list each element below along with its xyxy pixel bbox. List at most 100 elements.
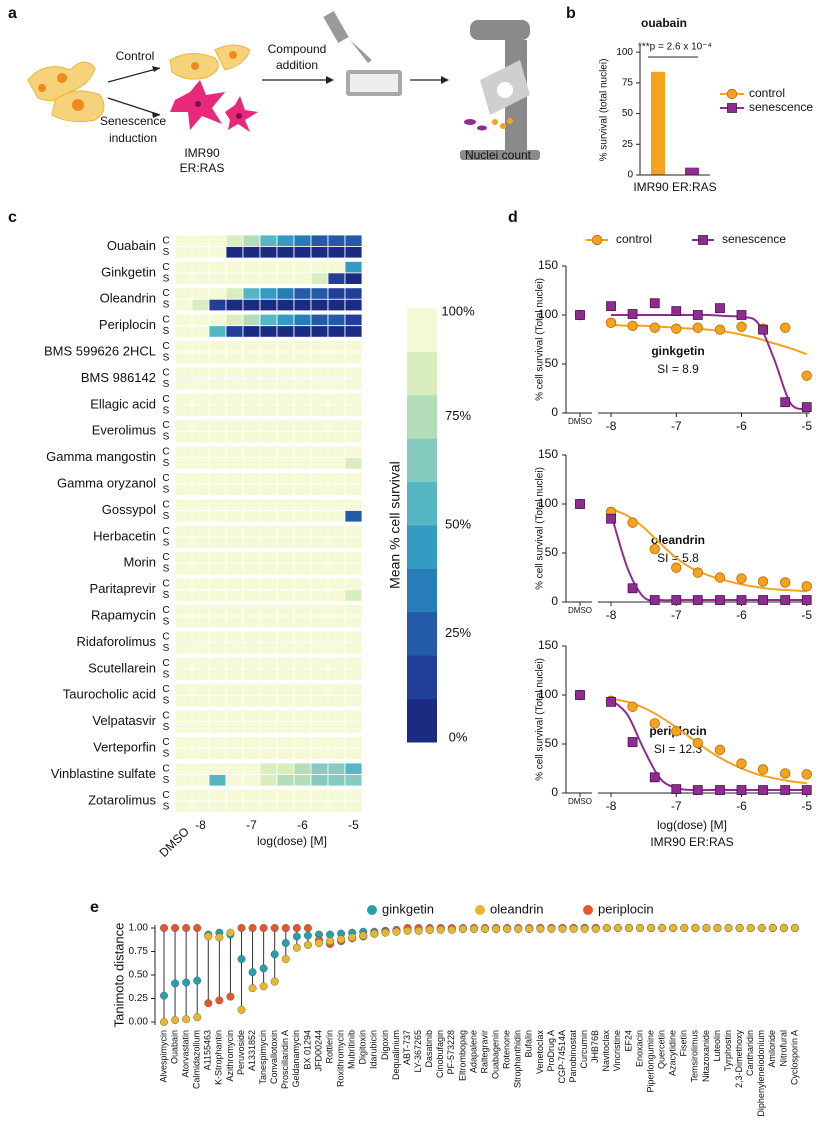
heatmap-cell [242, 457, 261, 470]
data-point [671, 784, 682, 794]
heatmap-cell [344, 683, 363, 696]
heatmap-cell [259, 445, 278, 459]
heatmap-cell [276, 551, 295, 564]
heatmap-cell [208, 615, 227, 628]
lollipop-dot [281, 939, 290, 948]
colorbar-tick-label: 75% [445, 408, 471, 423]
heatmap-cell [208, 657, 227, 670]
heatmap-cell [242, 694, 261, 708]
heatmap-cell [208, 577, 227, 591]
row-label: BMS 599626 2HCL [44, 344, 156, 359]
lollipop-dot [691, 924, 700, 933]
heatmap-cell [327, 272, 346, 285]
heatmap-cell [310, 604, 329, 617]
x-tick-label: A1155463 [203, 1030, 213, 1070]
heatmap-cell [259, 510, 278, 523]
data-point [627, 737, 638, 747]
heatmap-cell [225, 642, 244, 655]
heatmap-cell [191, 747, 210, 760]
heatmap-cell [293, 313, 312, 327]
lollipop-dot [348, 933, 357, 942]
heatmap-cell [174, 445, 193, 459]
heatmap-cell [310, 234, 329, 247]
heatmap-cell [344, 340, 363, 353]
heatmap-cell [191, 536, 210, 549]
heatmap-cell [191, 445, 210, 459]
heatmap-cell [242, 562, 261, 576]
legend-marker [591, 234, 603, 246]
heatmap-cell [327, 419, 346, 432]
lollipop-dot [779, 924, 788, 933]
data-point [801, 595, 812, 605]
fit-curve [610, 697, 807, 785]
heatmap-cell [327, 642, 346, 655]
condition-label: C [162, 447, 169, 458]
fit-curve [610, 323, 808, 356]
x-tick-label: Enoxacin [634, 1030, 644, 1067]
row-label: Ellagic acid [90, 396, 156, 411]
heatmap-cell [276, 351, 295, 365]
heatmap-cell [310, 736, 329, 749]
schematic-label: addition [276, 58, 318, 72]
heatmap-cell [208, 483, 227, 497]
data-point [780, 577, 791, 588]
y-tick-label: 25 [622, 139, 634, 150]
row-label: Gamma mangostin [46, 449, 156, 464]
heatmap-cell [191, 472, 210, 485]
data-point [649, 595, 660, 605]
fit-curve [611, 313, 808, 411]
heatmap-cell [310, 325, 329, 338]
heatmap-cell [208, 721, 227, 734]
condition-label: C [162, 288, 169, 299]
heatmap-cell [344, 325, 363, 338]
x-tick-label: -7 [246, 818, 257, 832]
condition-label: S [163, 801, 170, 812]
heatmap-cell [327, 246, 346, 259]
heatmap-cell [259, 340, 278, 353]
heatmap-cell [293, 709, 312, 723]
heatmap-cell [327, 472, 346, 485]
condition-label: C [162, 684, 169, 695]
data-point [757, 764, 769, 775]
heatmap-cell [310, 800, 329, 813]
colorbar-bin [407, 308, 437, 352]
heatmap-cell [259, 789, 278, 802]
heatmap-cell [259, 668, 278, 681]
heatmap-cell [242, 577, 261, 591]
heatmap-cell [276, 642, 295, 655]
condition-label: C [162, 658, 169, 669]
heatmap-cell [225, 366, 244, 379]
x-tick-label: -5 [348, 818, 359, 832]
x-tick-label: EF24 [623, 1030, 633, 1052]
heatmap-cell [293, 498, 312, 511]
heatmap-cell [174, 709, 193, 723]
lollipop-dot [226, 992, 235, 1001]
heatmap-cell [344, 351, 363, 365]
heatmap-cell [174, 721, 193, 734]
data-point [715, 785, 725, 795]
heatmap-cell [344, 551, 363, 564]
heatmap-cell [242, 272, 261, 285]
lollipop-dot [547, 924, 556, 933]
heatmap-cell [208, 392, 227, 406]
heatmap-cell [310, 340, 329, 353]
data-point [606, 513, 616, 524]
lollipop-dot [171, 924, 180, 933]
x-tick-label: -5 [801, 799, 812, 813]
heatmap-cell [327, 234, 346, 247]
heatmap-cell [208, 351, 227, 365]
heatmap-cell [293, 298, 312, 312]
heatmap-cell [259, 604, 278, 617]
data-point [649, 298, 660, 309]
annotation: ***p = 2.6 x 10⁻⁴ [638, 42, 712, 53]
lollipop-dot [503, 924, 512, 933]
heatmap-cell [276, 457, 295, 470]
heatmap-cell [242, 351, 261, 365]
data-point [780, 595, 791, 605]
y-tick-label: 1.00 [129, 923, 149, 934]
heatmap-cell [327, 589, 346, 602]
heatmap-cell [276, 762, 295, 775]
x-tick-label: -7 [671, 799, 682, 813]
legend-marker [727, 103, 737, 113]
heatmap-cell [276, 325, 295, 338]
